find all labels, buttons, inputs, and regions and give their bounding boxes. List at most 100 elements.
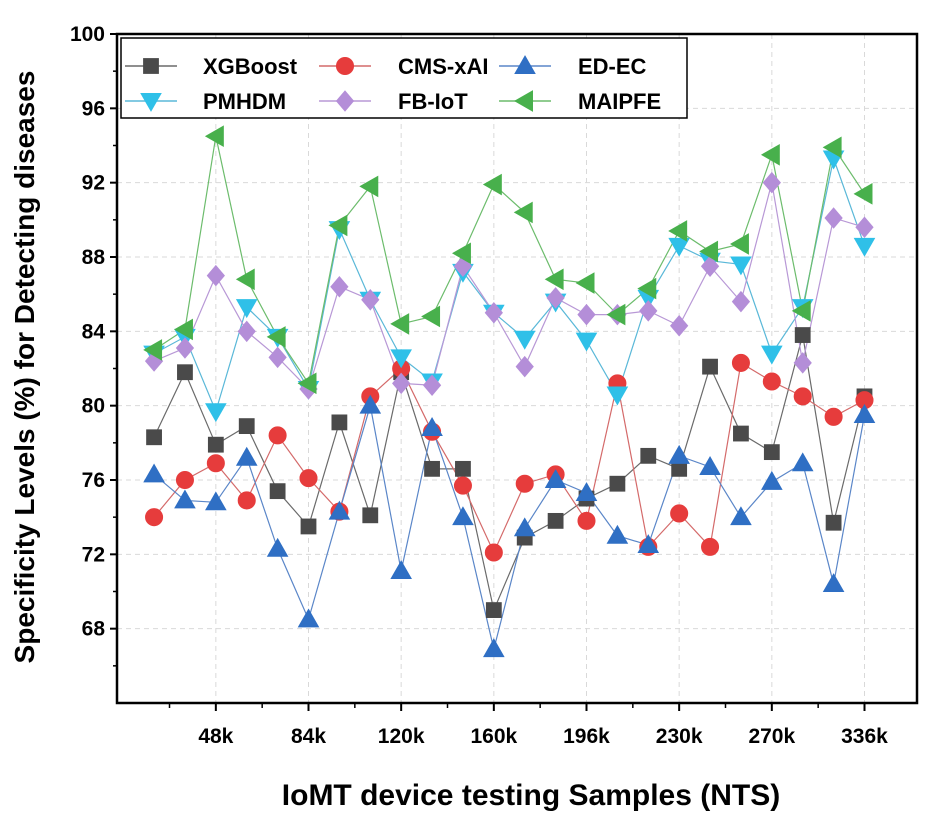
x-tick-label: 160k	[470, 725, 517, 748]
y-tick-label: 80	[82, 395, 105, 418]
x-tick-label: 270k	[748, 725, 795, 748]
data-point-maipfe	[606, 303, 626, 326]
data-point-maipfe	[668, 220, 688, 242]
data-point-fb-iot	[484, 302, 503, 324]
data-point-xgboost	[825, 514, 842, 531]
data-point-cms-xai	[268, 426, 287, 445]
x-tick-label: 230k	[656, 725, 703, 748]
data-point-ed-ec	[822, 573, 845, 593]
y-axis-ticks: 68 72 76 80 84 88 92 96 100	[70, 23, 117, 667]
data-point-xgboost	[269, 483, 286, 500]
data-point-ed-ec	[328, 500, 351, 520]
data-point-xgboost	[794, 327, 811, 343]
data-point-cms-xai	[701, 537, 720, 556]
data-point-ed-ec	[205, 491, 227, 511]
data-point-cms-xai	[175, 470, 194, 490]
data-point-ed-ec	[513, 517, 536, 537]
data-point-fb-iot	[361, 288, 380, 311]
y-tick-label: 92	[82, 172, 105, 195]
legend-marker-cms-xai	[335, 56, 355, 76]
x-tick-label: 196k	[563, 725, 610, 748]
data-point-xgboost	[238, 418, 255, 435]
data-point-ed-ec	[174, 489, 196, 509]
legend-marker-fb-iot	[335, 90, 355, 112]
data-point-fb-iot	[793, 352, 812, 374]
y-tick-label: 96	[82, 97, 105, 120]
data-point-cms-xai	[731, 353, 750, 372]
data-point-fb-iot	[515, 355, 534, 378]
legend-label-ed-ec: ED-EC	[578, 54, 647, 79]
legend: XGBoost CMS-xAI ED-EC PMHDM FB-IoT MAIPFE	[120, 37, 688, 119]
y-tick-label: 68	[82, 618, 106, 641]
series-lines	[153, 136, 866, 650]
data-point-fb-iot	[175, 337, 195, 359]
data-point-fb-iot	[268, 346, 287, 369]
series-line-maipfe	[153, 136, 865, 385]
x-tick-label: 48k	[198, 725, 233, 748]
data-point-maipfe	[637, 277, 657, 300]
data-point-ed-ec	[791, 452, 814, 472]
data-point-ed-ec	[390, 560, 412, 580]
data-point-xgboost	[640, 447, 657, 464]
series-line-ed-ec	[153, 405, 866, 650]
data-point-ed-ec	[761, 470, 783, 490]
data-point-ed-ec	[421, 417, 443, 436]
data-point-maipfe	[822, 136, 842, 159]
data-point-maipfe	[544, 268, 564, 291]
data-point-fb-iot	[639, 300, 658, 322]
legend-marker-xgboost	[143, 58, 159, 74]
data-point-cms-xai	[484, 543, 503, 562]
legend-marker-ed-ec	[514, 55, 536, 74]
data-point-maipfe	[204, 125, 224, 148]
data-point-xgboost	[362, 507, 379, 524]
data-point-ed-ec	[853, 404, 876, 423]
data-point-cms-xai	[577, 511, 596, 530]
data-point-maipfe	[699, 240, 719, 263]
data-point-xgboost	[763, 444, 780, 461]
data-point-xgboost	[146, 429, 162, 446]
data-point-fb-iot	[237, 320, 256, 343]
data-point-pmhdm	[853, 237, 876, 257]
legend-marker-maipfe	[514, 90, 533, 112]
data-point-xgboost	[331, 414, 348, 431]
data-point-maipfe	[760, 143, 780, 166]
data-point-pmhdm	[390, 349, 412, 369]
data-point-ed-ec	[730, 506, 752, 526]
data-point-maipfe	[452, 242, 471, 265]
data-point-maipfe	[513, 201, 533, 224]
data-point-pmhdm	[668, 237, 690, 257]
data-point-ed-ec	[359, 394, 382, 414]
data-point-ed-ec	[699, 456, 721, 475]
data-point-xgboost	[547, 512, 564, 529]
legend-label-fb-iot: FB-IoT	[398, 89, 468, 114]
data-point-cms-xai	[824, 407, 843, 426]
data-point-cms-xai	[762, 372, 781, 391]
x-tick-label: 336k	[841, 725, 888, 748]
data-point-xgboost	[424, 460, 440, 477]
data-point-cms-xai	[237, 491, 256, 510]
data-point-ed-ec	[266, 537, 289, 557]
data-point-maipfe	[297, 372, 317, 395]
data-point-pmhdm	[761, 345, 783, 365]
legend-label-pmhdm: PMHDM	[203, 89, 286, 114]
data-point-fb-iot	[670, 315, 689, 337]
data-point-ed-ec	[668, 444, 690, 464]
data-point-xgboost	[733, 425, 749, 442]
data-point-maipfe	[853, 183, 873, 205]
data-point-maipfe	[266, 326, 286, 348]
data-point-maipfe	[174, 318, 193, 341]
data-point-fb-iot	[824, 207, 843, 229]
legend-label-maipfe: MAIPFE	[578, 89, 661, 114]
data-point-fb-iot	[731, 290, 751, 313]
data-point-ed-ec	[235, 446, 258, 466]
data-point-maipfe	[235, 268, 255, 291]
series-line-cms-xai	[153, 361, 865, 554]
data-point-fb-iot	[206, 264, 225, 287]
data-point-cms-xai	[515, 474, 534, 493]
x-tick-label: 84k	[291, 725, 326, 748]
data-point-ed-ec	[575, 482, 598, 502]
grid-lines	[117, 34, 917, 703]
series-line-fb-iot	[153, 182, 865, 391]
data-point-maipfe	[390, 313, 410, 335]
data-point-fb-iot	[330, 275, 349, 298]
